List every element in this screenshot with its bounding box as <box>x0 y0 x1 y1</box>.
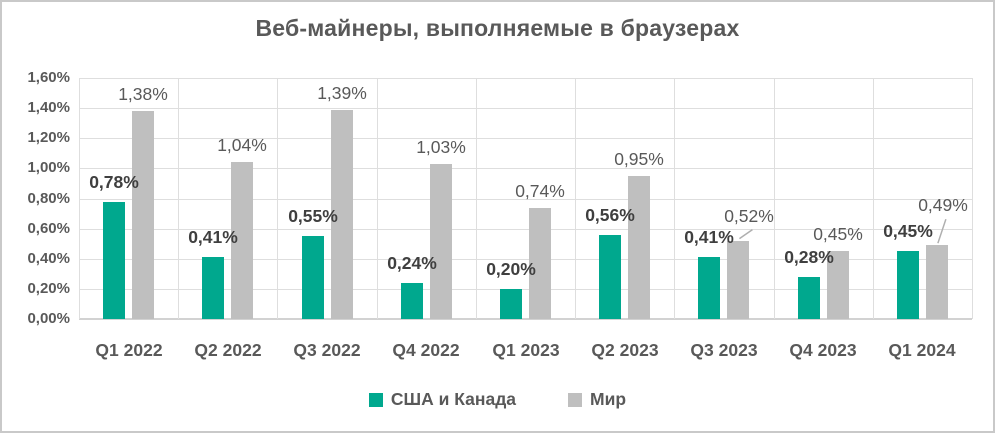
y-axis-tick: 1,20% <box>27 129 70 146</box>
bar-world <box>727 241 749 319</box>
gridline-vertical <box>79 78 80 319</box>
x-axis-label: Q3 2023 <box>690 340 758 360</box>
bar-world <box>827 251 849 319</box>
bar-label: 0,24% <box>387 253 437 273</box>
bar-label: 1,04% <box>217 135 267 155</box>
bar-world <box>529 208 551 319</box>
bar-us-canada <box>500 289 522 319</box>
bar-label: 0,41% <box>188 227 238 247</box>
bar-us-canada <box>302 236 324 319</box>
x-axis-line <box>79 318 972 320</box>
bar-label: 0,95% <box>614 149 664 169</box>
bar-world <box>231 162 253 319</box>
bar-label: 0,28% <box>784 247 834 267</box>
gridline-vertical <box>575 78 576 319</box>
bar-label: 0,45% <box>813 224 863 244</box>
y-axis-tick: 1,40% <box>27 99 70 116</box>
bar-world <box>430 164 452 319</box>
legend-swatch-us-canada <box>368 392 383 407</box>
y-axis-tick: 0,20% <box>27 280 70 297</box>
x-axis-label: Q2 2022 <box>194 340 262 360</box>
gridline-vertical <box>873 78 874 319</box>
bar-label: 0,20% <box>486 259 536 279</box>
gridline-horizontal <box>79 199 972 200</box>
legend-label-us-canada: США и Канада <box>390 389 517 409</box>
bar-label: 1,39% <box>317 83 367 103</box>
bar-label: 0,41% <box>684 227 734 247</box>
bar-us-canada <box>599 235 621 319</box>
bar-label: 0,78% <box>89 172 139 192</box>
gridline-vertical <box>774 78 775 319</box>
bar-label: 1,38% <box>118 84 168 104</box>
gridline-vertical <box>476 78 477 319</box>
legend-swatch-world <box>568 392 583 407</box>
bar-us-canada <box>202 257 224 319</box>
y-axis-tick: 0,80% <box>27 190 70 207</box>
plot-area <box>79 78 973 320</box>
gridline-horizontal <box>79 289 972 290</box>
bar-world <box>132 111 154 319</box>
x-axis-label: Q1 2022 <box>95 340 163 360</box>
legend-item-world: Мир <box>568 389 626 410</box>
legend-label-world: Мир <box>590 389 627 409</box>
bar-us-canada <box>897 251 919 319</box>
gridline-horizontal <box>79 259 972 260</box>
chart-title: Веб-майнеры, выполняемые в браузерах <box>255 15 740 41</box>
gridline-vertical <box>972 78 973 319</box>
legend-item-us-canada: США и Канада <box>368 389 517 410</box>
x-axis-label: Q3 2022 <box>293 340 361 360</box>
bar-us-canada <box>698 257 720 319</box>
bar-label: 0,52% <box>724 206 774 226</box>
gridline-vertical <box>674 78 675 319</box>
y-axis-tick: 1,60% <box>27 69 70 86</box>
x-axis-label: Q4 2023 <box>789 340 857 360</box>
x-axis-label: Q1 2023 <box>492 340 560 360</box>
bar-label: 1,03% <box>416 137 466 157</box>
bar-us-canada <box>401 283 423 319</box>
gridline-vertical <box>377 78 378 319</box>
gridline-vertical <box>277 78 278 319</box>
y-axis-tick: 0,60% <box>27 220 70 237</box>
gridline-horizontal <box>79 229 972 230</box>
gridline-horizontal <box>79 138 972 139</box>
bar-label: 0,56% <box>585 205 635 225</box>
x-axis-label: Q2 2023 <box>591 340 659 360</box>
y-axis-tick: 0,00% <box>27 310 70 327</box>
legend: США и Канада Мир <box>2 389 993 410</box>
bar-world <box>331 110 353 319</box>
bar-world <box>628 176 650 319</box>
bar-label: 0,45% <box>883 221 933 241</box>
gridline-vertical <box>178 78 179 319</box>
bar-label: 0,74% <box>515 181 565 201</box>
y-axis-tick: 1,00% <box>27 159 70 176</box>
bar-world <box>926 245 948 319</box>
x-axis-label: Q4 2022 <box>392 340 460 360</box>
bar-label: 0,49% <box>918 195 968 215</box>
y-axis-tick: 0,40% <box>27 250 70 267</box>
gridline-horizontal <box>79 168 972 169</box>
gridline-horizontal <box>79 78 972 79</box>
bar-label: 0,55% <box>288 206 338 226</box>
gridline-horizontal <box>79 108 972 109</box>
x-axis-label: Q1 2024 <box>888 340 956 360</box>
bar-us-canada <box>103 202 125 319</box>
bar-us-canada <box>798 277 820 319</box>
